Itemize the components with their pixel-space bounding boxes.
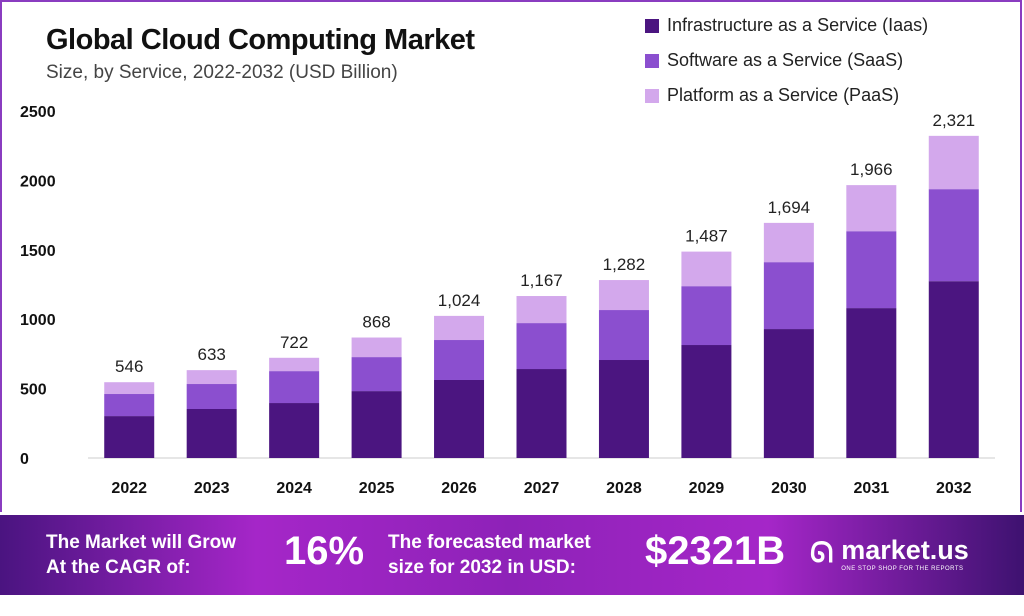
x-tick-label: 2025 xyxy=(359,480,395,497)
bar-segment-iaas xyxy=(598,360,649,458)
bar-segment-paas xyxy=(846,185,897,232)
bar-segment-paas xyxy=(516,296,567,324)
bar-segment-saas xyxy=(351,357,402,392)
bar-total-label: 722 xyxy=(280,333,308,352)
x-tick-label: 2027 xyxy=(524,480,560,497)
bar-total-label: 546 xyxy=(115,357,143,376)
bar-total-label: 1,024 xyxy=(438,291,481,310)
bar-segment-paas xyxy=(681,251,732,287)
bar-segment-paas xyxy=(351,337,402,358)
forecast-value: $2321B xyxy=(645,529,786,573)
bar-segment-saas xyxy=(516,323,567,370)
bar-segment-paas xyxy=(269,357,320,372)
bar-total-label: 1,694 xyxy=(768,198,811,217)
bar-segment-paas xyxy=(928,135,979,190)
bar-segment-iaas xyxy=(846,308,897,458)
footer-banner: The Market will Grow At the CAGR of: 16% … xyxy=(0,515,1024,595)
bar-segment-paas xyxy=(598,280,649,311)
bar-segment-iaas xyxy=(681,345,732,458)
bar-segment-iaas xyxy=(516,369,567,458)
x-tick-label: 2030 xyxy=(771,480,807,497)
bar-segment-saas xyxy=(434,340,485,380)
forecast-label: The forecasted market size for 2032 in US… xyxy=(388,532,591,578)
bar-segment-iaas xyxy=(434,379,485,458)
logo-icon: ᘏ xyxy=(810,537,834,568)
bar-total-label: 868 xyxy=(362,313,390,332)
chart-frame xyxy=(0,0,1022,512)
legend: Infrastructure as a Service (Iaas) Softw… xyxy=(645,8,928,113)
chart-subtitle: Size, by Service, 2022-2032 (USD Billion… xyxy=(46,62,398,83)
y-tick-label: 1500 xyxy=(20,243,56,260)
legend-item-saas: Software as a Service (SaaS) xyxy=(645,43,928,78)
bar-segment-saas xyxy=(186,384,237,410)
y-tick-label: 1000 xyxy=(20,312,56,329)
x-tick-label: 2032 xyxy=(936,480,972,497)
x-tick-label: 2024 xyxy=(276,480,312,497)
bar-segment-iaas xyxy=(269,403,320,458)
bar-total-label: 1,167 xyxy=(520,271,563,290)
x-tick-label: 2028 xyxy=(606,480,642,497)
bar-segment-saas xyxy=(763,262,814,330)
legend-label: Infrastructure as a Service (Iaas) xyxy=(667,15,929,35)
bar-segment-iaas xyxy=(104,416,155,458)
bar-segment-paas xyxy=(763,222,814,263)
y-tick-label: 2500 xyxy=(20,104,56,121)
bar-segment-iaas xyxy=(186,409,237,458)
bar-total-label: 633 xyxy=(197,345,225,364)
legend-swatch xyxy=(645,88,659,103)
legend-item-paas: Platform as a Service (PaaS) xyxy=(645,78,928,113)
bar-segment-paas xyxy=(104,382,155,395)
legend-label: Platform as a Service (PaaS) xyxy=(667,85,900,105)
bar-segment-saas xyxy=(681,286,732,346)
cagr-value: 16% xyxy=(284,529,365,573)
legend-swatch xyxy=(645,53,659,68)
bar-segment-paas xyxy=(434,315,485,341)
x-tick-label: 2023 xyxy=(194,480,230,497)
bar-total-label: 1,282 xyxy=(603,255,646,274)
cagr-label: The Market will Grow At the CAGR of: xyxy=(46,532,237,578)
bar-segment-saas xyxy=(598,310,649,361)
legend-swatch xyxy=(645,18,659,33)
x-tick-label: 2031 xyxy=(854,480,890,497)
bar-total-label: 1,487 xyxy=(685,227,728,246)
bar-segment-saas xyxy=(846,231,897,309)
y-tick-label: 500 xyxy=(20,382,47,399)
bar-total-label: 1,966 xyxy=(850,160,893,179)
bar-segment-paas xyxy=(186,370,237,385)
bar-chart: 0 500 1000 1500 2000 2500 546 2022 633 2023 722 202… xyxy=(20,104,995,497)
bar-total-label: 2,321 xyxy=(932,111,975,130)
bar-segment-iaas xyxy=(928,281,979,458)
bar-segment-saas xyxy=(104,394,155,417)
y-tick-label: 0 xyxy=(20,451,29,468)
x-tick-label: 2026 xyxy=(441,480,477,497)
x-tick-label: 2022 xyxy=(111,480,147,497)
bar-segment-saas xyxy=(928,189,979,282)
chart-title: Global Cloud Computing Market xyxy=(46,24,475,56)
x-tick-label: 2029 xyxy=(689,480,725,497)
bar-segment-saas xyxy=(269,371,320,404)
market-us-logo: ᘏ market.us ONE STOP SHOP FOR THE REPORTS xyxy=(810,535,969,572)
legend-item-iaas: Infrastructure as a Service (Iaas) xyxy=(645,8,928,43)
bar-segment-iaas xyxy=(763,329,814,458)
legend-label: Software as a Service (SaaS) xyxy=(667,50,904,70)
y-tick-label: 2000 xyxy=(20,173,56,190)
bar-segment-iaas xyxy=(351,391,402,458)
